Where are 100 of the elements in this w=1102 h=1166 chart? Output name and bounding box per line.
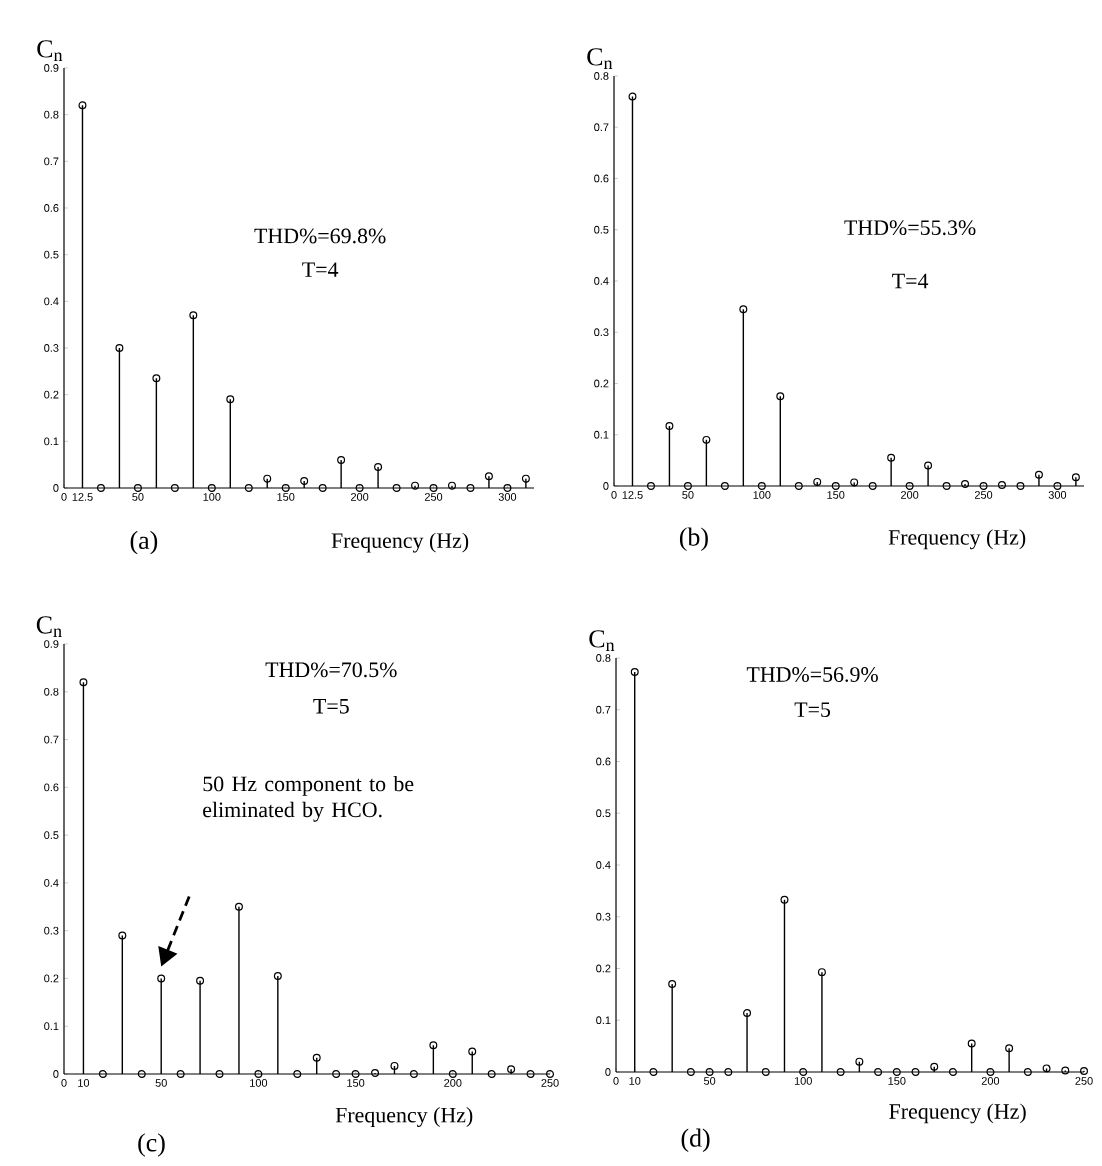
point [813, 477, 822, 486]
point [628, 92, 637, 101]
point [1053, 482, 1062, 490]
point [649, 1068, 658, 1076]
y-axis-title: C$_{n}$ [589, 630, 615, 651]
point [176, 1070, 185, 1078]
point [705, 1068, 714, 1076]
point [332, 1070, 341, 1078]
point [351, 1070, 360, 1078]
x-axis-title: Frequency (Hz) [889, 1103, 1026, 1124]
point [448, 1070, 457, 1078]
annotation: 50 Hz component to be eliminated by HCO. [203, 775, 414, 822]
point [646, 482, 655, 490]
point [831, 482, 840, 490]
y-axis-title: C$_{n}$ [36, 616, 62, 637]
point [686, 1068, 695, 1076]
x-axis-title: Frequency (Hz) [331, 532, 469, 553]
point [300, 477, 309, 485]
text: (c) [138, 1133, 165, 1157]
point [683, 482, 692, 490]
point [905, 482, 914, 490]
point [942, 482, 951, 490]
point [392, 484, 401, 492]
point [892, 1068, 901, 1076]
point [799, 1068, 808, 1076]
point [355, 484, 364, 492]
point [1005, 1044, 1014, 1053]
point [78, 101, 87, 110]
point [196, 976, 205, 985]
point [157, 974, 166, 983]
point [739, 305, 748, 314]
y-axis-title: C$_{n}$ [587, 48, 613, 69]
point [850, 478, 859, 487]
point [948, 1068, 957, 1076]
point [409, 1070, 418, 1078]
point [724, 1068, 733, 1076]
point [967, 1039, 976, 1048]
point [776, 392, 785, 401]
annotation: T=5 [794, 702, 831, 718]
point [318, 484, 327, 492]
point [374, 463, 383, 471]
point [79, 678, 88, 687]
point [507, 1065, 516, 1074]
point [911, 1068, 920, 1076]
point [244, 484, 253, 492]
point [868, 482, 877, 490]
point [757, 482, 766, 490]
point [189, 311, 198, 320]
point [118, 931, 127, 940]
point [817, 968, 826, 977]
point [293, 1070, 302, 1078]
point [924, 461, 933, 470]
x-axis-title: Frequency (Hz) [335, 1107, 473, 1127]
point [96, 484, 105, 492]
point [1034, 470, 1043, 479]
point [115, 344, 124, 352]
point [874, 1068, 883, 1076]
point [371, 1069, 380, 1078]
point [263, 474, 272, 483]
point [312, 1053, 321, 1062]
point [720, 482, 729, 490]
point [855, 1057, 864, 1066]
point [998, 480, 1006, 489]
annotation: T=4 [302, 262, 339, 277]
annotation: T=4 [892, 273, 929, 289]
point [273, 972, 282, 981]
point [487, 1070, 496, 1078]
point [468, 1047, 477, 1056]
x-axis-title: Frequency (Hz) [888, 529, 1026, 550]
point [794, 482, 803, 490]
text: (d) [681, 1128, 710, 1153]
point [137, 1070, 146, 1078]
annotation: T=5 [313, 699, 349, 714]
point [133, 484, 142, 492]
point [1016, 482, 1025, 490]
point [411, 481, 420, 490]
point [743, 1009, 752, 1017]
point [215, 1070, 224, 1078]
point [979, 482, 988, 490]
annotation: THD%=70.5% [265, 662, 397, 678]
point [466, 484, 475, 492]
point [429, 1041, 438, 1050]
point [668, 980, 677, 989]
point [484, 472, 493, 481]
text: (b) [679, 527, 708, 552]
point [930, 1062, 939, 1071]
point [390, 1061, 399, 1070]
text: (a) [130, 530, 158, 555]
point [226, 395, 235, 404]
point [337, 456, 346, 464]
point [761, 1068, 770, 1076]
point [447, 481, 456, 490]
annotation: THD%=55.3% [844, 220, 976, 236]
point [170, 484, 179, 492]
point [780, 895, 789, 904]
point [281, 484, 290, 492]
point [665, 422, 674, 431]
point [526, 1070, 535, 1078]
point [254, 1070, 263, 1078]
point [961, 479, 970, 488]
